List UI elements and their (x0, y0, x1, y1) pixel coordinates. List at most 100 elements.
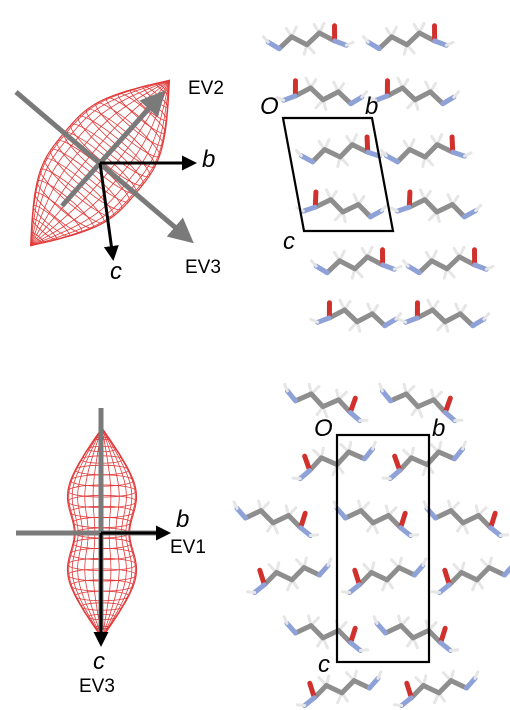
bottom-molecules (232, 382, 510, 709)
molecule (295, 188, 389, 224)
hydrogen-bond (371, 440, 377, 451)
carbon-chain (416, 254, 478, 276)
nitrogen-bond (383, 153, 401, 165)
hydrogen-bond (422, 500, 429, 510)
nitrogen-bond (394, 204, 412, 214)
molecule (332, 499, 420, 539)
hydrogen-bond (394, 312, 403, 321)
top-cell-c-label: c (283, 228, 295, 255)
molecule (291, 440, 377, 482)
hydrogen-bond (291, 476, 302, 481)
top-ev3-axis (14, 90, 194, 244)
nitrogen-bond (450, 149, 468, 159)
molecule (430, 556, 510, 596)
nitrogen-bond (442, 409, 458, 424)
top-ev2-axis-tail (60, 161, 102, 208)
oxygen-bond (449, 134, 456, 155)
carbon-chain (395, 142, 456, 165)
hydrogen-bond (380, 203, 389, 213)
bottom-cell-origin-label: O (314, 415, 333, 442)
carbon-chain (406, 197, 467, 220)
hydrogen-bond (344, 40, 355, 47)
hydrogen-bond (381, 476, 392, 481)
top-cell-origin-label: O (260, 93, 279, 120)
oxygen-bond (347, 395, 358, 415)
hydrogen-bond (474, 203, 483, 213)
hydrogen-bond (484, 264, 495, 271)
nitrogen-bond (470, 316, 487, 329)
hydrogen-bond (309, 317, 320, 324)
molecule (309, 298, 403, 333)
nitrogen-bond (432, 38, 449, 48)
nitrogen-bond (297, 467, 313, 482)
hydrogen-bond (282, 615, 289, 625)
bottom-ellipsoid (16, 408, 171, 647)
oxygen-bond (414, 300, 420, 321)
oxygen-bond (257, 567, 267, 588)
top-b-axis-label: b (202, 146, 216, 173)
nitrogen-bond (405, 263, 422, 276)
oxygen-bond (352, 567, 362, 588)
nitrogen-bond (332, 38, 349, 48)
oxygen-bond (472, 247, 478, 268)
hydrogen-bond (452, 90, 461, 99)
nitrogen-bond (284, 620, 298, 636)
hydrogen-bond (295, 703, 307, 708)
nitrogen-bond (347, 409, 363, 424)
bottom-c-axis-label: c (93, 648, 105, 675)
hydrogen-bond (379, 148, 388, 158)
hydrogen-bond (340, 590, 352, 595)
oxygen-bond (312, 189, 319, 210)
molecule (283, 382, 369, 424)
carbon-chain (376, 30, 438, 52)
nitrogen-bond (298, 153, 316, 165)
carbon-chain (432, 508, 494, 531)
hydrogen-bond (392, 264, 403, 271)
bottom-cell-c-label: c (318, 651, 330, 678)
nitrogen-bond (365, 149, 383, 159)
oxygen-bond (302, 453, 313, 473)
hydrogen-bond (367, 95, 378, 102)
molecule (401, 245, 495, 280)
hydrogen-bond (294, 148, 303, 158)
bottom-unit-cell (335, 433, 431, 664)
nitrogen-bond (403, 315, 420, 325)
molecule (294, 133, 388, 169)
hydrogen-bond (392, 703, 404, 708)
nitrogen-bond (298, 525, 313, 539)
hydrogen-bond (482, 312, 491, 321)
carbon-chain (382, 623, 444, 646)
hydrogen-bond (361, 35, 370, 44)
nitrogen-bond (302, 695, 317, 709)
hydrogen-bond (232, 500, 239, 510)
molecule (422, 499, 510, 539)
nitrogen-bond (382, 316, 399, 329)
hydrogen-bond (358, 648, 370, 653)
nitrogen-bond (438, 640, 453, 654)
oxygen-bond (392, 453, 403, 473)
carbon-chain (292, 391, 353, 415)
hydrogen-bond (401, 259, 410, 268)
hydrogen-bond (430, 590, 442, 595)
nitrogen-bond (367, 675, 381, 691)
carbon-chain (324, 254, 386, 276)
oxygen-bond (332, 23, 338, 44)
molecule (378, 382, 464, 424)
hydrogen-bond (498, 533, 510, 538)
hydrogen-bond (326, 557, 333, 567)
nitrogen-bond (234, 505, 248, 521)
molecule (372, 614, 460, 654)
nitrogen-bond (313, 263, 330, 276)
hydrogen-bond (421, 557, 428, 567)
molecule (282, 614, 370, 654)
nitrogen-bond (362, 446, 376, 462)
carbon-chain (310, 142, 371, 165)
molecule (367, 76, 461, 111)
oxygen-bond (398, 510, 408, 531)
carbon-chain (387, 391, 448, 415)
nitrogen-bond (348, 640, 363, 654)
bottom-cell-b-label: b (432, 415, 446, 442)
oxygen-bond (298, 510, 308, 531)
top-ellipsoid (14, 79, 197, 261)
